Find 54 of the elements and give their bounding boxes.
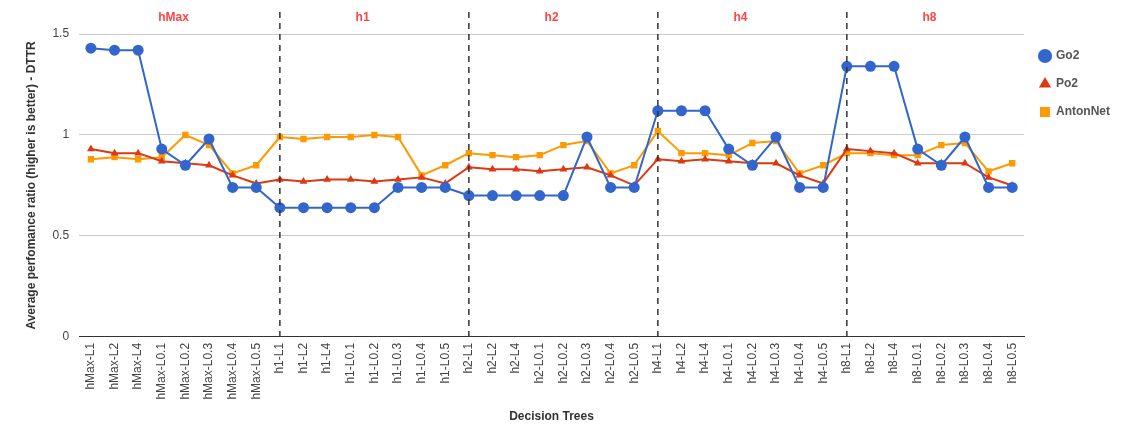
y-tick-label: 1.5 [52,26,70,41]
x-tick-label: h8-L0.5 [1004,342,1019,384]
x-tick-label: h2-L0.2 [555,342,570,384]
legend-label: AntonNet [1056,104,1111,119]
x-tick-label: h2-L4 [508,342,523,374]
x-tick-label: h4-L0.3 [768,342,783,384]
x-tick-label: hMax-L0.3 [201,342,216,400]
x-tick-label: h4-L4 [697,342,712,374]
x-tick-label: h8-L0.3 [957,342,972,384]
x-tick-label: h2-L0.4 [602,342,617,384]
x-tick-label: h2-L0.3 [579,342,594,384]
x-tick-label: h1-L1 [272,342,287,374]
x-tick-label: h4-L0.2 [744,342,759,384]
x-tick-label: h2-L0.1 [532,342,547,384]
x-tick-label: hMax-L1 [83,342,98,390]
x-tick-label: h1-L4 [319,342,334,374]
y-axis-title: Average perfomance ratio (higher is better) - DTTR [23,40,38,330]
x-tick-label: h2-L1 [461,342,476,374]
legend-label: Go2 [1056,48,1080,63]
y-tick-label: 0 [62,329,70,344]
x-tick-label: h1-L0.2 [366,342,381,384]
text: h4 [733,10,748,25]
text: hMax [158,10,190,25]
x-tick-label: h2-L2 [484,342,499,374]
x-tick-label: hMax-L0.1 [154,342,169,400]
x-tick-label: h4-L0.1 [721,342,736,384]
text: h8 [922,10,937,25]
x-axis-title: Decision Trees [509,409,595,424]
text: h2 [544,10,559,25]
text: h1 [355,10,370,25]
x-tick-label: h1-L0.5 [437,342,452,384]
x-tick-label: h4-L1 [650,342,665,374]
x-tick-label: h1-L0.4 [413,342,428,384]
x-tick-label: h2-L0.5 [626,342,641,384]
x-tick-label: h8-L2 [862,342,877,374]
y-tick-label: 1 [62,127,70,142]
x-tick-label: hMax-L4 [130,342,145,390]
x-tick-label: h1-L0.1 [343,342,358,384]
x-tick-label: h8-L4 [886,342,901,374]
x-tick-label: h1-L0.3 [390,342,405,384]
x-tick-label: h1-L2 [295,342,310,374]
x-tick-label: h8-L0.4 [980,342,995,384]
x-tick-label: h8-L0.1 [910,342,925,384]
x-tick-label: hMax-L0.2 [177,342,192,400]
x-tick-label: h4-L0.5 [815,342,830,384]
y-tick-label: 0.5 [52,228,70,243]
x-tick-label: h8-L0.2 [933,342,948,384]
x-tick-label: h4-L2 [673,342,688,374]
x-tick-label: h8-L1 [839,342,854,374]
x-tick-label: h4-L0.4 [791,342,806,384]
legend-label: Po2 [1056,76,1079,91]
x-tick-label: hMax-L0.4 [224,342,239,400]
x-tick-label: hMax-L0.5 [248,342,263,400]
x-tick-label: hMax-L2 [106,342,121,390]
